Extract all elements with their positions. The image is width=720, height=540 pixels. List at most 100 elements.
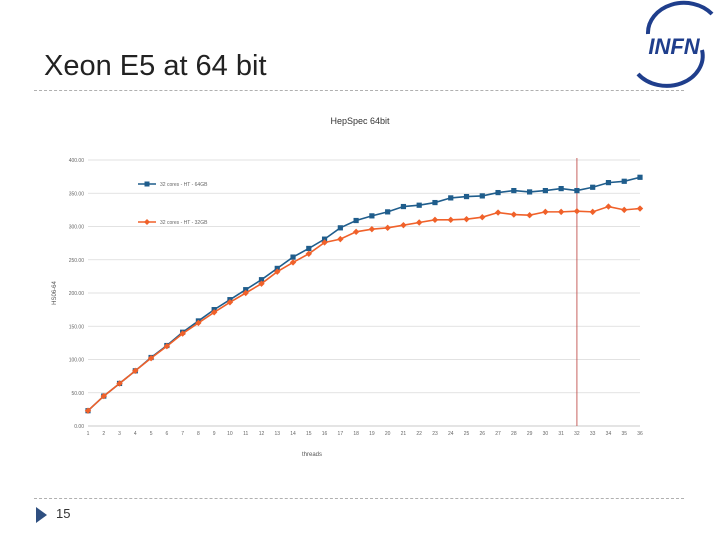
data-point [369,213,375,219]
slide-title: Xeon E5 at 64 bit [44,50,267,82]
y-tick-label: 150.00 [69,324,85,330]
x-tick-label: 29 [527,431,533,437]
y-axis-label: HS06-64 [52,281,58,305]
data-point [574,187,580,194]
hepspec-chart: HepSpec 64bit HS06-64 threads 0.00 50.00 1… [52,116,644,458]
data-point [352,228,360,236]
data-point [116,380,123,387]
data-point [242,289,249,297]
infn-logo: INFN [636,0,714,88]
data-point [337,235,344,243]
data-point [511,187,517,194]
logo-swoosh-bottom [636,49,705,88]
data-point [179,330,186,337]
x-tick-label: 8 [197,431,200,437]
x-tick-label: 11 [243,431,248,437]
x-tick-label: 4 [134,431,137,437]
data-point [589,208,596,216]
x-tick-label: 26 [480,431,486,437]
legend-label: 32 cores - HT - 64GB [160,182,208,188]
page-number: 15 [56,506,71,521]
x-tick-label: 30 [543,431,549,437]
y-tick-label: 200.00 [69,291,85,297]
data-point [416,219,423,226]
logo-swoosh-top [645,0,714,35]
data-point [258,280,265,287]
x-tick-label: 19 [369,431,375,437]
data-point [605,203,612,210]
chart-grid [88,158,640,427]
data-point [84,407,92,414]
data-point [306,245,312,252]
data-point [463,215,470,223]
data-point [510,211,518,218]
y-tick-label: 300.00 [69,225,85,231]
data-point [100,392,107,400]
data-point [447,216,454,224]
data-point [463,193,470,200]
series-line [87,176,641,412]
data-point [527,189,533,195]
data-point [290,254,296,260]
data-point [621,178,627,184]
data-point [147,354,155,362]
footer-arrow-icon [36,507,47,523]
x-tick-label: 21 [401,431,407,437]
data-point [621,206,628,214]
legend-marker [144,181,150,187]
legend-label: 32 cores - HT - 32GB [160,220,208,226]
x-tick-label: 18 [353,431,359,437]
data-point [526,211,533,219]
chart-title: HepSpec 64bit [330,116,390,126]
data-point [226,299,234,306]
data-point [479,213,486,221]
x-tick-label: 33 [590,431,596,437]
data-point [573,208,581,215]
x-tick-label: 31 [558,431,564,437]
data-point [243,287,249,293]
series-line [87,205,641,412]
x-tick-label: 20 [385,431,391,437]
data-point [636,205,644,212]
x-tick-label: 2 [102,431,105,437]
logo-text: INFN [648,34,700,59]
y-tick-label: 100.00 [69,358,85,364]
x-tick-label: 1 [87,431,90,437]
x-tick-label: 10 [227,431,233,437]
y-tick-label: 250.00 [69,258,85,264]
data-point [400,221,407,229]
data-point [479,193,485,199]
data-point [590,184,596,190]
x-tick-label: 25 [464,431,470,437]
data-point [637,174,643,180]
data-point [558,185,564,192]
x-tick-label: 24 [448,431,454,437]
x-tick-label: 15 [306,431,312,437]
data-point [384,224,391,232]
title-divider [34,90,684,91]
data-point [274,265,280,271]
data-point [542,208,549,216]
x-tick-label: 5 [150,431,153,437]
x-tick-label: 3 [118,431,121,437]
data-point [163,343,171,350]
x-tick-label: 32 [574,431,580,437]
x-axis-label: threads [302,452,322,458]
data-point [385,209,391,215]
chart-series [84,174,644,414]
data-point [305,250,312,257]
x-tick-label: 13 [274,431,280,437]
y-tick-label: 0.00 [74,424,84,430]
x-tick-label: 34 [606,431,612,437]
x-tick-label: 14 [290,431,296,437]
chart-legend: 32 cores - HT - 64GB 32 cores - HT - 32GB [138,181,208,226]
x-tick-label: 7 [181,431,184,437]
data-point [258,277,265,283]
y-tick-label: 350.00 [69,191,85,197]
data-point [416,202,422,208]
footer-divider [34,498,684,499]
y-tick-label: 400.00 [69,158,85,164]
data-point [542,187,548,194]
data-point [321,236,328,242]
data-point [495,189,501,196]
